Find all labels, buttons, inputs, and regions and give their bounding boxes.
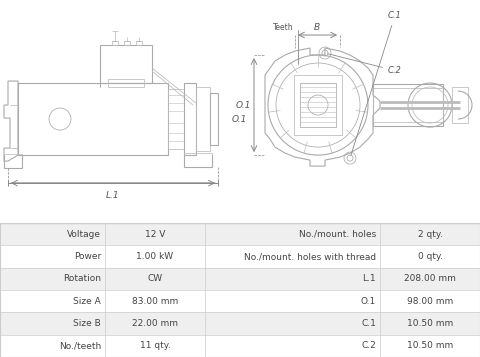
Bar xyxy=(168,89,184,149)
Text: C.1: C.1 xyxy=(361,319,376,328)
Text: Power: Power xyxy=(74,252,101,261)
Bar xyxy=(0,268,480,290)
Text: 0 qty.: 0 qty. xyxy=(418,252,443,261)
Text: O.1: O.1 xyxy=(236,101,251,110)
Bar xyxy=(196,87,210,151)
Bar xyxy=(4,154,22,168)
Bar xyxy=(100,45,152,83)
Text: CW: CW xyxy=(147,275,163,283)
Text: 12 V: 12 V xyxy=(145,230,165,239)
Bar xyxy=(294,75,342,135)
Bar xyxy=(124,41,130,45)
Text: 208.00 mm: 208.00 mm xyxy=(404,275,456,283)
Text: L.1: L.1 xyxy=(362,275,376,283)
Text: 1.00 kW: 1.00 kW xyxy=(136,252,174,261)
Bar xyxy=(108,79,144,87)
Bar xyxy=(136,41,142,45)
Bar xyxy=(0,290,480,312)
Text: No./teeth: No./teeth xyxy=(59,341,101,350)
Bar xyxy=(184,153,212,167)
Text: 10.50 mm: 10.50 mm xyxy=(407,319,453,328)
Text: 11 qty.: 11 qty. xyxy=(140,341,170,350)
Text: 22.00 mm: 22.00 mm xyxy=(132,319,178,328)
Text: 2 qty.: 2 qty. xyxy=(418,230,443,239)
Text: Size A: Size A xyxy=(73,297,101,306)
Text: 98.00 mm: 98.00 mm xyxy=(407,297,453,306)
Text: C.1: C.1 xyxy=(351,11,402,155)
Text: 83.00 mm: 83.00 mm xyxy=(132,297,178,306)
Bar xyxy=(0,223,480,246)
Bar xyxy=(373,88,443,122)
Text: C.2: C.2 xyxy=(361,341,376,350)
Text: Teeth: Teeth xyxy=(273,23,298,64)
Text: Size B: Size B xyxy=(73,319,101,328)
Text: L.1: L.1 xyxy=(106,191,120,200)
Bar xyxy=(112,41,118,45)
Text: No./mount. holes: No./mount. holes xyxy=(299,230,376,239)
Bar xyxy=(0,246,480,268)
Bar xyxy=(184,83,196,155)
Bar xyxy=(300,83,336,127)
Bar xyxy=(373,84,443,126)
Text: Voltage: Voltage xyxy=(67,230,101,239)
Bar xyxy=(18,83,168,155)
Text: O.1: O.1 xyxy=(361,297,376,306)
Text: O.1: O.1 xyxy=(232,115,247,124)
Text: Rotation: Rotation xyxy=(63,275,101,283)
Text: B: B xyxy=(314,23,320,32)
Text: No./mount. holes with thread: No./mount. holes with thread xyxy=(244,252,376,261)
Bar xyxy=(0,335,480,357)
Bar xyxy=(452,87,468,123)
Bar xyxy=(0,312,480,335)
Text: C.2: C.2 xyxy=(328,54,402,75)
Bar xyxy=(210,93,218,145)
Text: 10.50 mm: 10.50 mm xyxy=(407,341,453,350)
